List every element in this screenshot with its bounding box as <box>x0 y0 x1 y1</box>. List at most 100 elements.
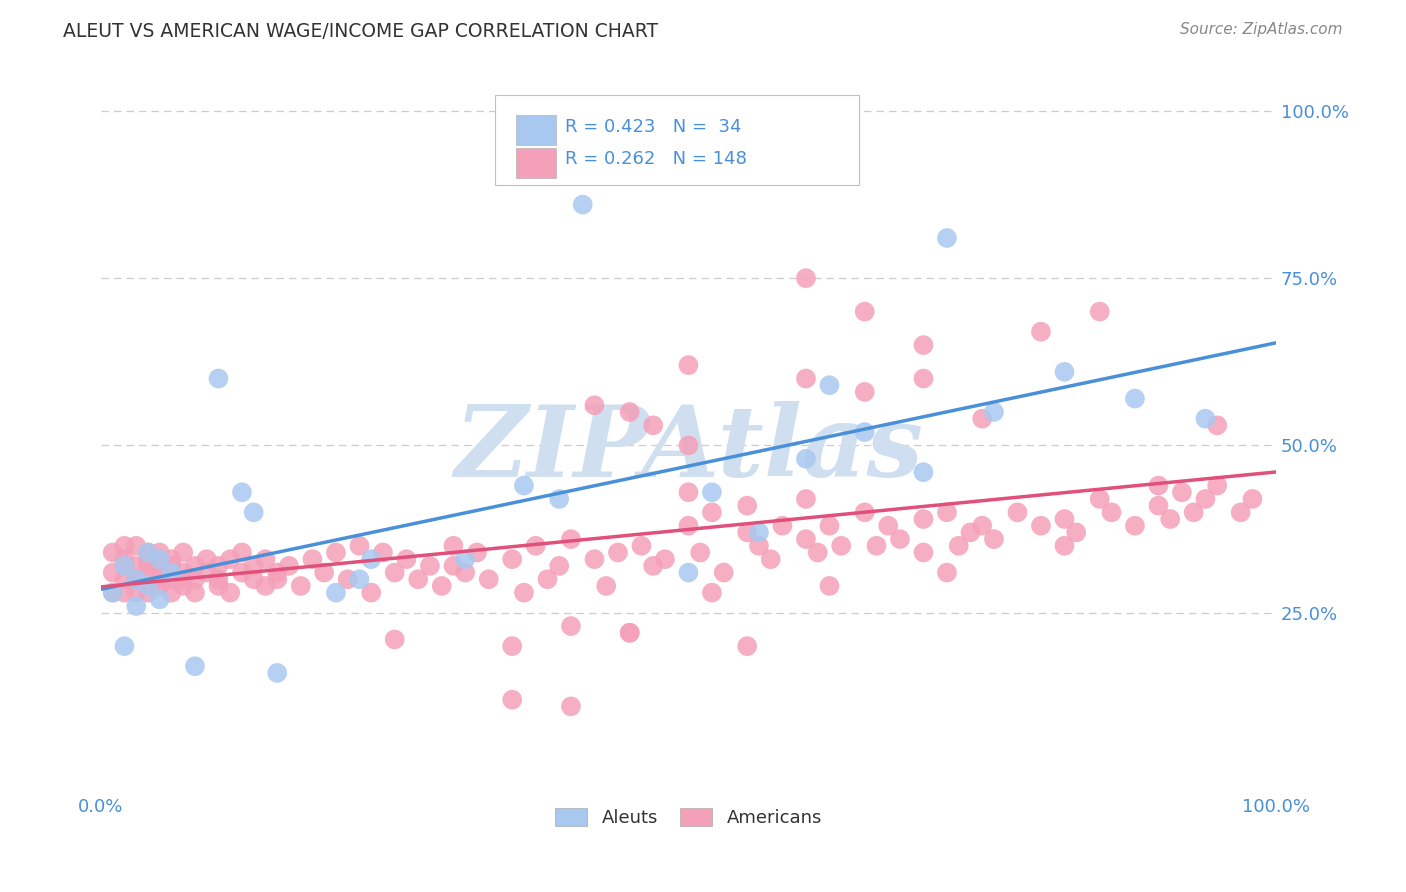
Point <box>501 692 523 706</box>
Point <box>759 552 782 566</box>
Point <box>172 566 194 580</box>
Point <box>231 545 253 559</box>
Point <box>1206 418 1229 433</box>
Point <box>242 558 264 573</box>
Point <box>643 558 665 573</box>
Point <box>406 572 429 586</box>
Point <box>713 566 735 580</box>
Point <box>560 619 582 633</box>
Point <box>794 271 817 285</box>
Point <box>1182 505 1205 519</box>
Point <box>454 566 477 580</box>
Point <box>877 518 900 533</box>
Point <box>1147 499 1170 513</box>
Point <box>748 539 770 553</box>
Point <box>700 485 723 500</box>
Point <box>184 558 207 573</box>
Point <box>125 539 148 553</box>
Point <box>136 545 159 559</box>
Point <box>853 425 876 439</box>
Point <box>501 552 523 566</box>
Point <box>571 197 593 211</box>
Point <box>231 485 253 500</box>
Point <box>912 512 935 526</box>
Point <box>149 558 172 573</box>
Point <box>125 572 148 586</box>
Point <box>972 411 994 425</box>
Point <box>125 599 148 613</box>
Point <box>114 558 136 573</box>
Point <box>818 518 841 533</box>
Point <box>818 378 841 392</box>
Point <box>1229 505 1251 519</box>
Point <box>172 545 194 559</box>
Point <box>1007 505 1029 519</box>
Point <box>114 572 136 586</box>
Point <box>735 525 758 540</box>
Point <box>172 579 194 593</box>
Point <box>972 518 994 533</box>
Point <box>1101 505 1123 519</box>
Point <box>266 572 288 586</box>
Point <box>114 639 136 653</box>
Point <box>936 231 959 245</box>
Point <box>160 558 183 573</box>
Point <box>465 545 488 559</box>
Point <box>1206 478 1229 492</box>
Point <box>548 491 571 506</box>
Point <box>207 572 229 586</box>
Point <box>149 579 172 593</box>
Point <box>748 525 770 540</box>
Point <box>794 371 817 385</box>
Point <box>678 358 700 372</box>
Point <box>184 585 207 599</box>
Point <box>818 579 841 593</box>
Point <box>136 558 159 573</box>
Point <box>912 338 935 352</box>
Point <box>678 485 700 500</box>
Point <box>1053 365 1076 379</box>
Point <box>1064 525 1087 540</box>
Point <box>160 552 183 566</box>
Point <box>560 532 582 546</box>
Point <box>114 558 136 573</box>
Point <box>136 552 159 566</box>
Point <box>948 539 970 553</box>
Point <box>325 585 347 599</box>
FancyBboxPatch shape <box>516 115 555 145</box>
Point <box>136 545 159 559</box>
Point <box>184 659 207 673</box>
Point <box>125 558 148 573</box>
Text: ALEUT VS AMERICAN WAGE/INCOME GAP CORRELATION CHART: ALEUT VS AMERICAN WAGE/INCOME GAP CORREL… <box>63 22 658 41</box>
Point <box>101 585 124 599</box>
Point <box>136 585 159 599</box>
Point <box>959 525 981 540</box>
Point <box>195 552 218 566</box>
Point <box>1123 518 1146 533</box>
Point <box>772 518 794 533</box>
Point <box>149 566 172 580</box>
Point <box>619 625 641 640</box>
Point <box>1088 491 1111 506</box>
Point <box>983 532 1005 546</box>
Point <box>443 558 465 573</box>
Point <box>314 566 336 580</box>
Point <box>254 579 277 593</box>
Point <box>735 639 758 653</box>
Point <box>136 579 159 593</box>
Point <box>595 579 617 593</box>
Point <box>219 585 242 599</box>
Point <box>700 505 723 519</box>
Point <box>1159 512 1181 526</box>
Point <box>114 539 136 553</box>
Point <box>1171 485 1194 500</box>
Point <box>207 371 229 385</box>
Point <box>219 552 242 566</box>
Point <box>513 478 536 492</box>
Point <box>114 585 136 599</box>
Point <box>430 579 453 593</box>
Point <box>136 566 159 580</box>
Point <box>807 545 830 559</box>
Point <box>242 572 264 586</box>
Point <box>454 552 477 566</box>
